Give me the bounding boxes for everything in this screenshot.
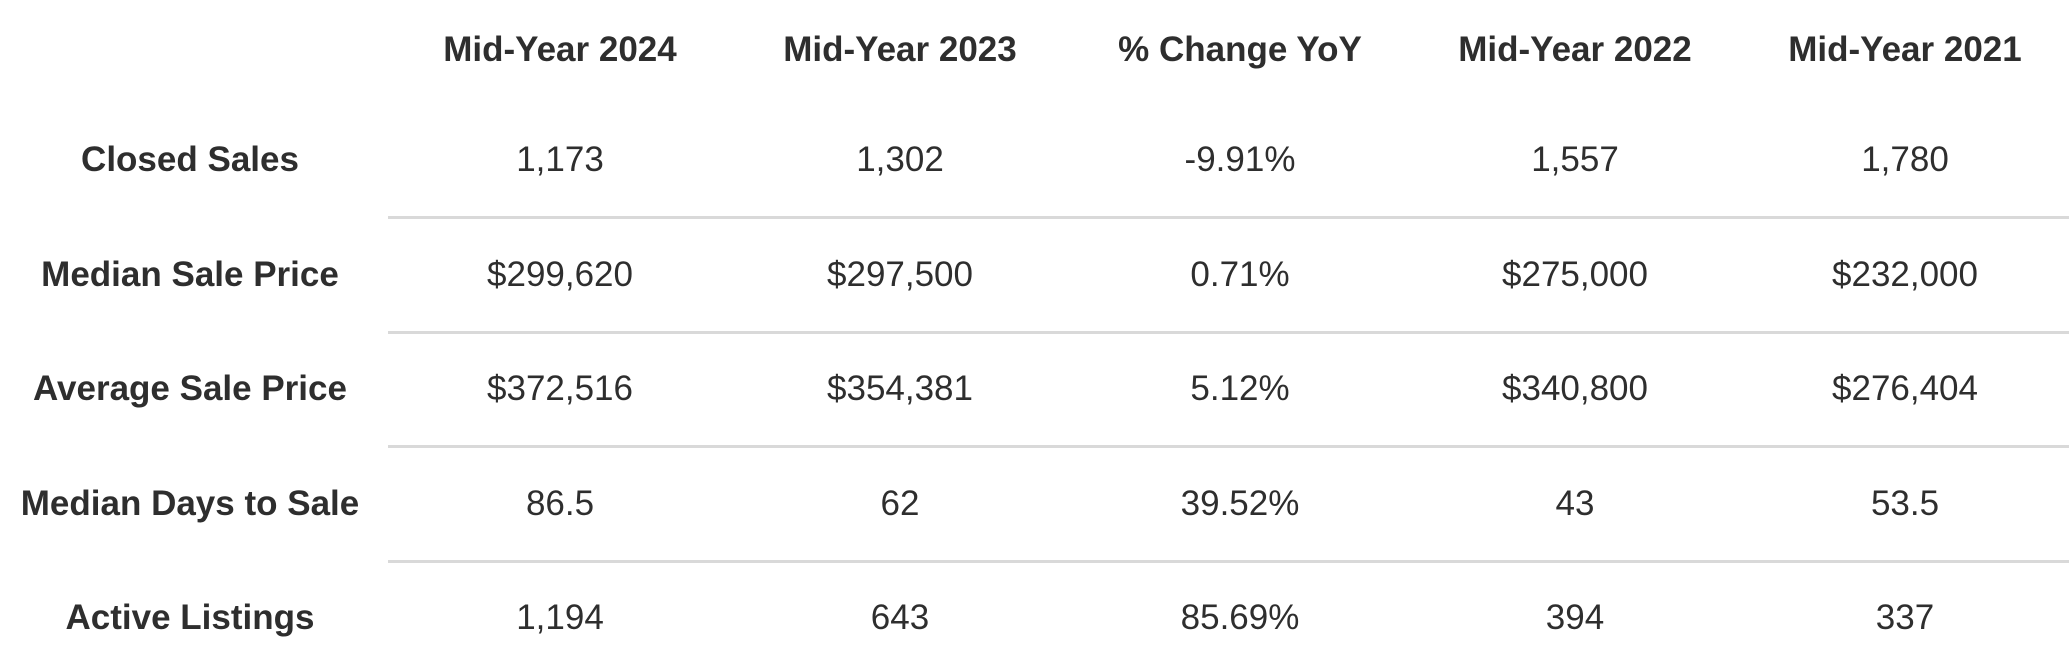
table-cell: 1,173 — [516, 140, 604, 179]
table-cell: 643 — [870, 598, 930, 637]
table-cell: $297,500 — [827, 254, 973, 294]
column-header: Mid-Year 2022 — [1458, 30, 1692, 69]
table-cell: $275,000 — [1502, 254, 1648, 294]
table-cell: 43 — [1555, 483, 1595, 523]
table-cell: 337 — [1875, 598, 1935, 637]
table-cell: 1,780 — [1861, 140, 1949, 179]
table-cell: 1,194 — [516, 598, 604, 637]
table-cell: 86.5 — [525, 483, 595, 523]
column-header: Mid-Year 2021 — [1788, 30, 2022, 69]
table-cell: 53.5 — [1870, 483, 1940, 523]
table-cell: -9.91% — [1184, 140, 1296, 179]
table-cell: $232,000 — [1832, 254, 1978, 294]
row-separator — [388, 559, 2069, 563]
row-label: Closed Sales — [81, 140, 299, 179]
column-header: Mid-Year 2023 — [783, 30, 1017, 69]
table-cell: $340,800 — [1502, 369, 1648, 408]
table-cell: $299,620 — [487, 254, 633, 294]
table-cell: 1,557 — [1531, 140, 1619, 179]
column-header: % Change YoY — [1118, 30, 1362, 69]
row-label: Median Sale Price — [41, 254, 339, 294]
table-cell: 1,302 — [856, 140, 944, 179]
table-cell: 5.12% — [1190, 369, 1290, 408]
table-cell: 62 — [880, 483, 920, 523]
table-cell: 0.71% — [1190, 254, 1290, 294]
table-cell: $354,381 — [827, 369, 973, 408]
row-label: Median Days to Sale — [20, 483, 360, 523]
table-cell: $372,516 — [487, 369, 633, 408]
table-cell: $276,404 — [1832, 369, 1978, 408]
row-separator — [388, 216, 2069, 220]
row-separator — [388, 445, 2069, 449]
column-header: Mid-Year 2024 — [443, 30, 677, 69]
table-cell: 39.52% — [1180, 483, 1300, 523]
table-cell: 394 — [1545, 598, 1605, 637]
row-label: Active Listings — [65, 598, 315, 637]
row-label: Average Sale Price — [33, 369, 347, 408]
table-cell: 85.69% — [1180, 598, 1300, 637]
row-separator — [388, 330, 2069, 334]
